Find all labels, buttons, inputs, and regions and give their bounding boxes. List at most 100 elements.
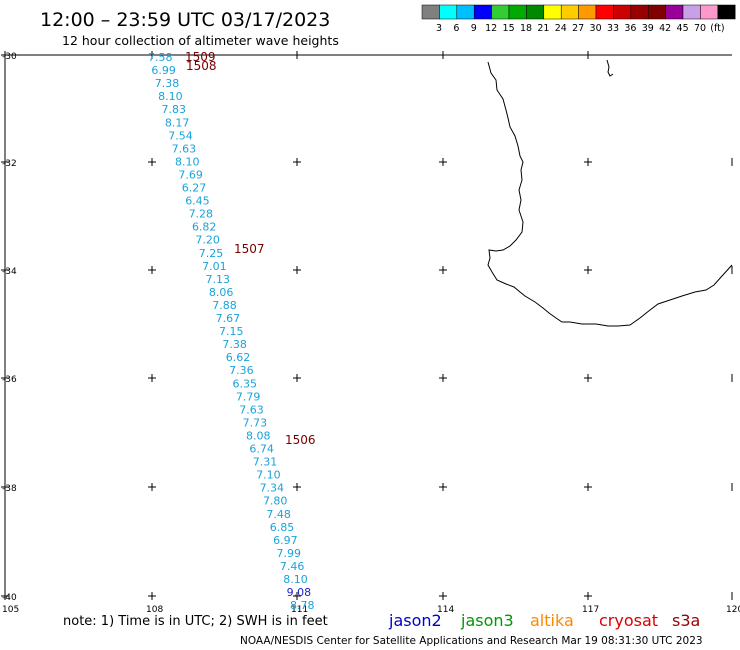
- wave-height-value: 8.10: [175, 155, 200, 168]
- wave-height-value: 7.15: [219, 325, 244, 338]
- satellite-legend-item: altika: [530, 611, 574, 630]
- wave-height-value: 6.74: [249, 443, 274, 456]
- color-scale-label: 9: [471, 23, 477, 34]
- wave-height-value: 7.38: [155, 77, 180, 90]
- wave-height-value: 6.97: [273, 534, 298, 547]
- color-swatch: [508, 4, 527, 20]
- wave-height-value: 6.62: [226, 351, 251, 364]
- color-swatch: [456, 4, 475, 20]
- pass-time-label: 1509: [185, 50, 216, 64]
- satellite-legend: jason2 jason3 altika cryosat s3a: [388, 611, 700, 630]
- color-swatch: [526, 4, 545, 20]
- wave-height-value: 6.82: [192, 221, 217, 234]
- color-scale-label: 6: [453, 23, 459, 34]
- altimeter-track: 7.586.997.388.107.838.177.547.638.107.69…: [148, 51, 315, 612]
- wave-height-value: 8.10: [283, 573, 308, 586]
- lat-label: -36: [2, 375, 17, 385]
- lon-label: 111: [291, 605, 308, 615]
- color-scale-label: (ft): [710, 23, 724, 34]
- map-subtitle: 12 hour collection of altimeter wave hei…: [62, 33, 339, 48]
- satellite-legend-item: jason2: [388, 611, 442, 630]
- wave-height-value: 7.28: [189, 208, 214, 221]
- wave-height-value: 7.58: [148, 51, 173, 64]
- color-scale-label: 36: [624, 23, 636, 34]
- lat-label: -30: [2, 52, 17, 62]
- wave-height-value: 7.38: [222, 338, 247, 351]
- wave-height-value: 8.08: [246, 429, 270, 442]
- wave-height-value: 7.10: [256, 469, 281, 482]
- wave-height-value: 6.99: [151, 64, 176, 77]
- satellite-legend-item: cryosat: [599, 611, 658, 630]
- wave-height-value: 9.08: [287, 586, 312, 599]
- wave-height-value: 7.99: [276, 547, 301, 560]
- coastline: [487, 59, 733, 327]
- color-scale-label: 70: [694, 23, 706, 34]
- color-swatch: [665, 4, 684, 20]
- color-swatch: [682, 4, 701, 20]
- wave-height-value: 7.54: [168, 129, 193, 142]
- wave-height-value: 8.06: [209, 286, 234, 299]
- color-swatch: [595, 4, 614, 20]
- color-scale-label: 15: [503, 23, 515, 34]
- color-swatch: [491, 4, 510, 20]
- color-scale-label: 18: [520, 23, 532, 34]
- pass-time-label: 1508: [186, 59, 217, 73]
- lat-label: -32: [2, 159, 17, 169]
- color-swatch: [578, 4, 597, 20]
- pass-time-label: 1507: [234, 242, 265, 256]
- color-swatch: [700, 4, 719, 20]
- map-title: 12:00 – 23:59 UTC 03/17/2023: [40, 9, 330, 31]
- wave-height-value: 6.27: [182, 182, 207, 195]
- color-scale-label: 27: [572, 23, 584, 34]
- color-scale-label: 3: [436, 23, 442, 34]
- wave-height-value: 7.25: [199, 247, 224, 260]
- color-swatch: [630, 4, 649, 20]
- lon-label: 108: [146, 605, 163, 615]
- wave-height-value: 6.35: [233, 377, 258, 390]
- lat-label: -40: [2, 593, 17, 603]
- lon-label: 105: [2, 605, 19, 615]
- wave-height-value: 7.13: [205, 273, 230, 286]
- map-frame: [4, 54, 732, 598]
- wave-height-value: 7.01: [202, 260, 227, 273]
- wave-height-value: 7.80: [263, 495, 288, 508]
- color-scale-label: 45: [677, 23, 689, 34]
- footer-note: note: 1) Time is in UTC; 2) SWH is in fe…: [63, 614, 328, 629]
- map-grid: -30 -32 -34 -36 -38 -40 105 108 111 114 117 120: [1, 51, 740, 615]
- wave-height-value: 7.73: [243, 416, 268, 429]
- color-scale-label: 30: [590, 23, 602, 34]
- wave-height-value: 7.31: [253, 456, 277, 469]
- wave-height-value: 7.67: [216, 312, 241, 325]
- color-swatch: [543, 4, 562, 20]
- color-swatch: [717, 4, 736, 20]
- wave-height-value: 8.17: [165, 116, 190, 129]
- color-scale-swatches: [421, 4, 736, 20]
- wave-height-value: 7.20: [195, 234, 220, 247]
- footer-credit: NOAA/NESDIS Center for Satellite Applica…: [240, 635, 703, 647]
- wave-height-value: 7.63: [239, 403, 263, 416]
- color-scale-labels: 3 6 9 12 15 18 21 24 27 30 33 36 39 42 45 70 (ft): [436, 23, 725, 34]
- wave-height-value: 7.36: [229, 364, 254, 377]
- lon-label: 117: [582, 605, 599, 615]
- color-swatch: [421, 4, 440, 20]
- pass-time-label: 1506: [285, 433, 316, 447]
- wave-height-value: 8.10: [158, 90, 183, 103]
- wave-height-value: 7.88: [212, 299, 237, 312]
- color-swatch: [647, 4, 666, 20]
- wave-height-value: 6.85: [270, 521, 295, 534]
- color-swatch: [439, 4, 458, 20]
- color-scale-label: 21: [537, 23, 549, 34]
- color-swatch: [473, 4, 492, 20]
- color-swatch: [613, 4, 632, 20]
- wave-height-value: 6.45: [185, 195, 210, 208]
- wave-height-value: 7.48: [266, 508, 291, 521]
- color-scale-label: 33: [607, 23, 619, 34]
- wave-height-value: 7.46: [280, 560, 305, 573]
- wave-height-value: 7.69: [178, 168, 203, 181]
- lon-label: 114: [437, 605, 454, 615]
- color-scale-label: 42: [659, 23, 671, 34]
- color-scale-label: 24: [555, 23, 567, 34]
- lat-label: -34: [2, 267, 17, 277]
